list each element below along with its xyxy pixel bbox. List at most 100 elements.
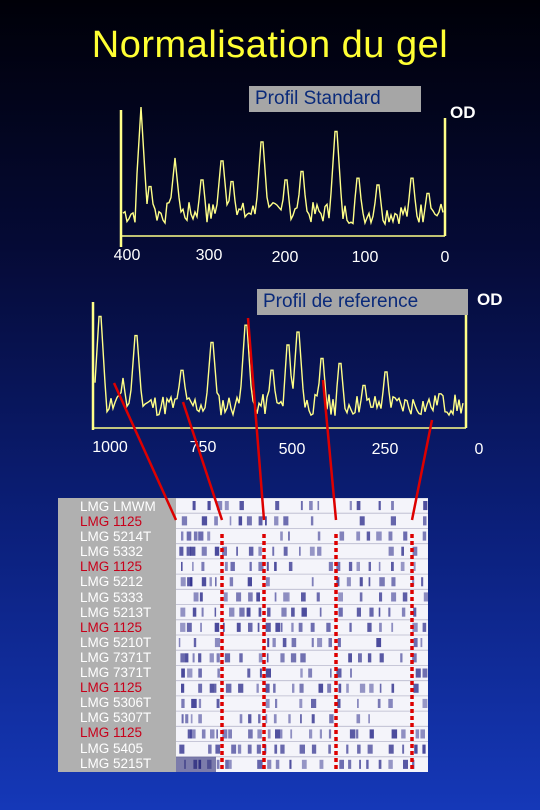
gel-band: [217, 668, 220, 678]
gel-band: [224, 501, 229, 511]
gel-band: [229, 577, 234, 587]
gel-band: [187, 729, 192, 739]
gel-band: [214, 516, 218, 526]
page-title: Normalisation du gel: [91, 24, 449, 66]
gel-band: [265, 622, 271, 632]
gel-band: [256, 683, 259, 693]
gel-band: [265, 516, 267, 526]
gel-band: [225, 683, 232, 693]
gel-band: [275, 729, 281, 739]
gel-band: [359, 683, 366, 693]
gel-band: [367, 622, 372, 632]
gel-band: [289, 759, 292, 769]
gel-band: [258, 607, 262, 617]
gel-band: [309, 501, 313, 511]
gel-band: [299, 683, 304, 693]
gel-band: [402, 744, 405, 754]
gel-band: [246, 516, 252, 526]
gel-band: [201, 516, 208, 526]
gel-band: [181, 698, 185, 708]
gel-band: [193, 531, 198, 541]
gel-band: [319, 607, 322, 617]
gel-band: [198, 653, 202, 663]
gel-band: [379, 577, 385, 587]
gel-band: [199, 592, 203, 602]
gel-band: [223, 592, 228, 602]
gel-band: [224, 653, 231, 663]
gel-band: [379, 622, 382, 632]
gel-band: [339, 531, 345, 541]
gel-image: [176, 498, 428, 772]
lane-label: LMG 7371T: [80, 665, 152, 681]
gel-band: [311, 714, 315, 724]
gel-band: [412, 653, 417, 663]
gel-band: [311, 638, 314, 648]
gel-band: [356, 607, 361, 617]
gel-band: [391, 622, 394, 632]
gel-band: [309, 546, 315, 556]
gel-band: [222, 729, 228, 739]
gel-band: [402, 592, 408, 602]
gel-band: [338, 592, 343, 602]
gel-band: [337, 638, 341, 648]
gel-band: [257, 622, 260, 632]
gel-band: [403, 531, 408, 541]
gel-band: [350, 668, 352, 678]
gel-band: [283, 592, 289, 602]
gel-band: [198, 683, 203, 693]
gel-band: [346, 744, 349, 754]
standard-tick-100: 100: [351, 249, 379, 266]
gel-band: [216, 501, 223, 511]
lane-label: LMG 5307T: [80, 710, 152, 726]
gel-band: [214, 607, 217, 617]
gel-band: [248, 729, 253, 739]
gel-band: [267, 759, 272, 769]
gel-band: [180, 577, 186, 587]
gel-band: [348, 759, 352, 769]
gel-band: [258, 546, 262, 556]
gel-band: [300, 714, 302, 724]
gel-band: [423, 516, 427, 526]
gel-band: [288, 561, 293, 571]
gel-band: [207, 531, 211, 541]
gel-band: [290, 729, 293, 739]
gel-band: [326, 622, 331, 632]
gel-band: [337, 698, 341, 708]
gel-band: [413, 683, 419, 693]
gel-band: [391, 501, 394, 511]
gel-band: [257, 759, 263, 769]
gel-band: [412, 622, 418, 632]
gel-band: [308, 668, 313, 678]
gel-band: [259, 668, 262, 678]
gel-band: [248, 714, 252, 724]
gel-band: [391, 561, 394, 571]
gel-band: [319, 759, 324, 769]
gel-band: [288, 531, 290, 541]
lane-label: LMG 1125: [80, 514, 143, 530]
lane-label: LMG 5214T: [80, 529, 152, 545]
gel-band: [376, 531, 382, 541]
gel-band: [180, 653, 186, 663]
gel-band: [356, 561, 360, 571]
gel-band: [247, 668, 251, 678]
gel-band: [238, 516, 243, 526]
gel-band: [265, 698, 270, 708]
gel-band: [311, 698, 317, 708]
reference-tick-1000: 1000: [92, 439, 128, 456]
gel-band: [201, 577, 207, 587]
gel-band: [368, 561, 371, 571]
standard-tick-0: 0: [440, 249, 450, 266]
gel-band: [299, 744, 305, 754]
gel-band: [267, 607, 271, 617]
gel-band: [187, 577, 193, 587]
gel-band: [291, 638, 297, 648]
reference-tick-500: 500: [278, 441, 306, 458]
standard-profile-label: Profil Standard: [249, 86, 421, 112]
gel-band: [311, 744, 317, 754]
gel-band: [179, 744, 185, 754]
gel-band: [282, 638, 287, 648]
lane-label: LMG 7371T: [80, 649, 152, 665]
gel-band: [379, 683, 382, 693]
gel-band: [301, 607, 307, 617]
gel-band: [423, 501, 428, 511]
